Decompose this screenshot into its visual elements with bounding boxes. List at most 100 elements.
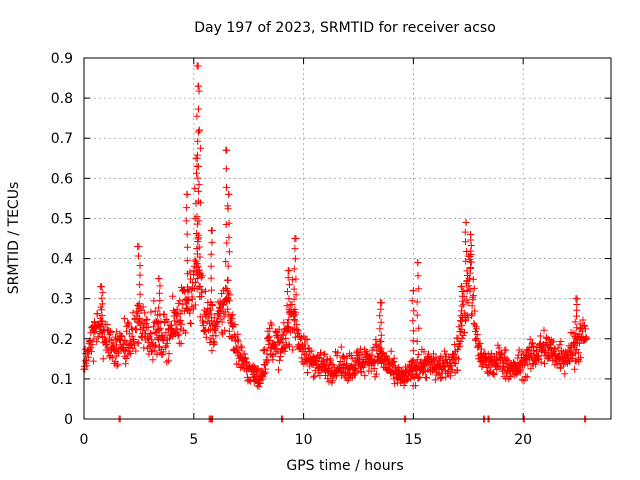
data-point (372, 370, 380, 378)
data-point (410, 327, 418, 335)
data-point (286, 342, 293, 350)
data-point (409, 287, 417, 295)
data-point (262, 365, 269, 373)
data-point (561, 370, 569, 378)
data-point (207, 262, 215, 270)
data-point (409, 317, 417, 325)
y-tick-label: 0.3 (51, 292, 73, 308)
data-point (118, 332, 126, 340)
data-point (469, 292, 477, 300)
data-point (463, 286, 471, 294)
data-point (473, 325, 480, 333)
data-point (194, 137, 202, 145)
data-point (465, 282, 473, 290)
data-point (255, 383, 263, 391)
data-point (583, 334, 591, 342)
data-point (457, 307, 465, 315)
data-point (522, 372, 530, 380)
data-point (186, 309, 194, 317)
data-point (89, 357, 97, 365)
data-point (207, 250, 215, 258)
data-point (195, 82, 203, 90)
data-point (282, 334, 290, 342)
data-point (541, 360, 548, 368)
data-point (178, 320, 186, 328)
data-point (182, 217, 190, 225)
data-point (289, 276, 297, 284)
data-point (176, 297, 184, 305)
data-point (193, 275, 201, 283)
plot-frame (83, 57, 612, 420)
data-point (192, 154, 200, 162)
data-point (202, 287, 209, 295)
data-point (218, 318, 226, 326)
data-point (456, 338, 464, 345)
data-point (227, 318, 235, 326)
data-point (285, 316, 293, 324)
data-point (415, 285, 423, 293)
data-point (549, 357, 557, 365)
data-point (135, 300, 143, 308)
data-point (150, 297, 158, 305)
data-point (99, 355, 107, 363)
data-point (290, 295, 298, 303)
y-tick-label: 0.2 (51, 332, 73, 348)
data-point (177, 340, 185, 348)
data-point (191, 184, 199, 192)
data-point (81, 365, 89, 373)
data-point (268, 321, 276, 329)
data-point (196, 266, 204, 274)
data-point (461, 228, 469, 236)
data-point (152, 341, 159, 349)
data-point (312, 358, 320, 366)
data-point (431, 356, 439, 364)
data-point (275, 356, 283, 364)
data-point (386, 363, 394, 371)
data-point (155, 275, 163, 283)
data-point (192, 230, 200, 237)
data-point (224, 289, 232, 297)
data-point (278, 331, 286, 339)
data-point (223, 146, 231, 154)
data-point (222, 258, 230, 266)
data-point (147, 308, 155, 316)
data-point (336, 358, 344, 365)
data-point (557, 363, 564, 371)
data-point (155, 304, 163, 312)
data-point (187, 275, 194, 283)
data-point (473, 331, 481, 338)
data-point (260, 369, 268, 377)
data-point (334, 349, 342, 357)
data-point (468, 312, 475, 320)
data-point (281, 347, 289, 355)
data-point (208, 286, 215, 294)
data-point (412, 382, 420, 390)
data-point (128, 324, 136, 332)
data-point (172, 312, 180, 320)
data-point (134, 309, 142, 317)
y-axis-label: SRMTID / TECUs (6, 182, 22, 295)
data-point (376, 325, 384, 333)
data-point (387, 347, 395, 355)
data-point (141, 309, 149, 317)
data-point (350, 361, 358, 369)
data-point (471, 321, 479, 329)
data-point (98, 329, 106, 337)
data-point (173, 326, 181, 334)
data-layer (80, 62, 591, 423)
data-point (502, 346, 510, 354)
data-point (208, 347, 216, 355)
data-point (413, 364, 421, 372)
data-point (147, 330, 155, 338)
data-point (415, 324, 423, 332)
data-point (294, 327, 302, 335)
data-point (171, 317, 179, 325)
data-point (361, 372, 369, 380)
data-point (527, 365, 535, 373)
data-point (188, 295, 196, 303)
data-point (356, 354, 364, 362)
data-point (414, 272, 422, 280)
data-point (151, 347, 159, 355)
data-point (98, 306, 105, 314)
